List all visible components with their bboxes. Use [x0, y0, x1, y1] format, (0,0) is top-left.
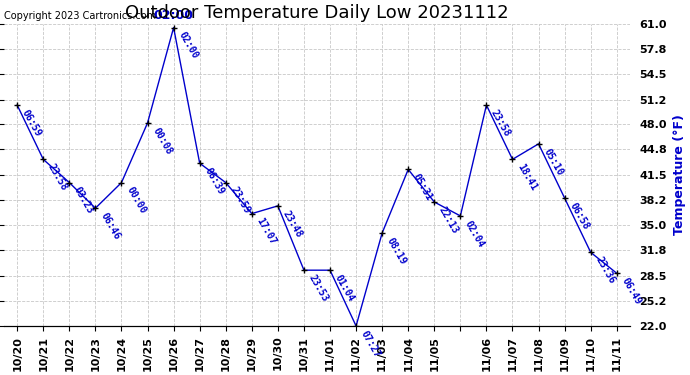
Text: 05:10: 05:10 [542, 147, 564, 177]
Text: 23:59: 23:59 [228, 185, 252, 216]
Text: 22:13: 22:13 [437, 205, 460, 235]
Text: 23:58: 23:58 [46, 162, 70, 193]
Text: 06:39: 06:39 [202, 166, 226, 196]
Text: 17:07: 17:07 [255, 216, 278, 247]
Text: 06:59: 06:59 [20, 108, 43, 138]
Text: 02:04: 02:04 [463, 219, 486, 249]
Text: Copyright 2023 Cartronics.com: Copyright 2023 Cartronics.com [4, 11, 157, 21]
Text: 06:49: 06:49 [620, 276, 643, 306]
Text: 02:00: 02:00 [154, 9, 194, 22]
Text: 00:00: 00:00 [124, 185, 148, 216]
Text: 01:04: 01:04 [333, 273, 356, 303]
Text: 07:27: 07:27 [359, 329, 382, 359]
Title: Outdoor Temperature Daily Low 20231112: Outdoor Temperature Daily Low 20231112 [125, 4, 509, 22]
Text: 23:36: 23:36 [593, 255, 617, 286]
Text: 06:58: 06:58 [567, 201, 591, 231]
Text: 23:58: 23:58 [489, 108, 513, 138]
Text: 23:53: 23:53 [307, 273, 330, 303]
Text: 23:48: 23:48 [281, 209, 304, 239]
Text: 05:31: 05:31 [411, 172, 434, 202]
Text: 18:41: 18:41 [515, 162, 539, 193]
Text: 06:46: 06:46 [98, 211, 121, 242]
Text: 08:19: 08:19 [385, 236, 408, 266]
Text: 02:00: 02:00 [177, 30, 199, 61]
Text: 03:23: 03:23 [72, 185, 95, 216]
Text: 00:08: 00:08 [150, 126, 174, 156]
Y-axis label: Temperature (°F): Temperature (°F) [673, 114, 686, 235]
